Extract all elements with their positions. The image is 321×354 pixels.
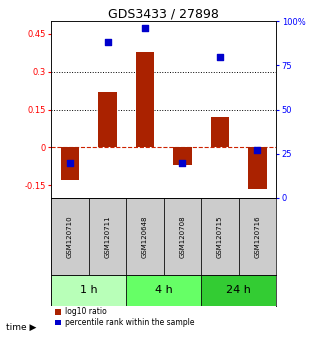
Bar [164, 198, 201, 275]
Bar [98, 92, 117, 147]
Bar [201, 198, 239, 275]
Text: GSM120711: GSM120711 [105, 215, 110, 258]
Text: GSM120716: GSM120716 [254, 215, 260, 258]
Bar [201, 275, 276, 306]
Bar [61, 147, 79, 180]
Bar [51, 275, 126, 306]
Bar [211, 117, 229, 147]
Legend: log10 ratio, percentile rank within the sample: log10 ratio, percentile rank within the … [55, 307, 195, 327]
Text: time ▶: time ▶ [6, 323, 37, 332]
Text: GSM120648: GSM120648 [142, 215, 148, 258]
Bar [135, 52, 154, 147]
Point [255, 147, 260, 153]
Title: GDS3433 / 27898: GDS3433 / 27898 [108, 7, 219, 20]
Bar [126, 198, 164, 275]
Bar [173, 147, 192, 165]
Text: GSM120710: GSM120710 [67, 215, 73, 258]
Bar [248, 147, 267, 189]
Point [67, 160, 73, 165]
Text: GSM120708: GSM120708 [179, 215, 186, 258]
Bar [239, 198, 276, 275]
Point [217, 54, 222, 59]
Point [180, 160, 185, 165]
Bar [89, 198, 126, 275]
Bar [51, 198, 89, 275]
Text: 24 h: 24 h [226, 285, 251, 295]
Point [143, 25, 148, 31]
Point [105, 40, 110, 45]
Text: 4 h: 4 h [155, 285, 173, 295]
Bar [126, 275, 201, 306]
Text: 1 h: 1 h [80, 285, 98, 295]
Text: GSM120715: GSM120715 [217, 215, 223, 258]
